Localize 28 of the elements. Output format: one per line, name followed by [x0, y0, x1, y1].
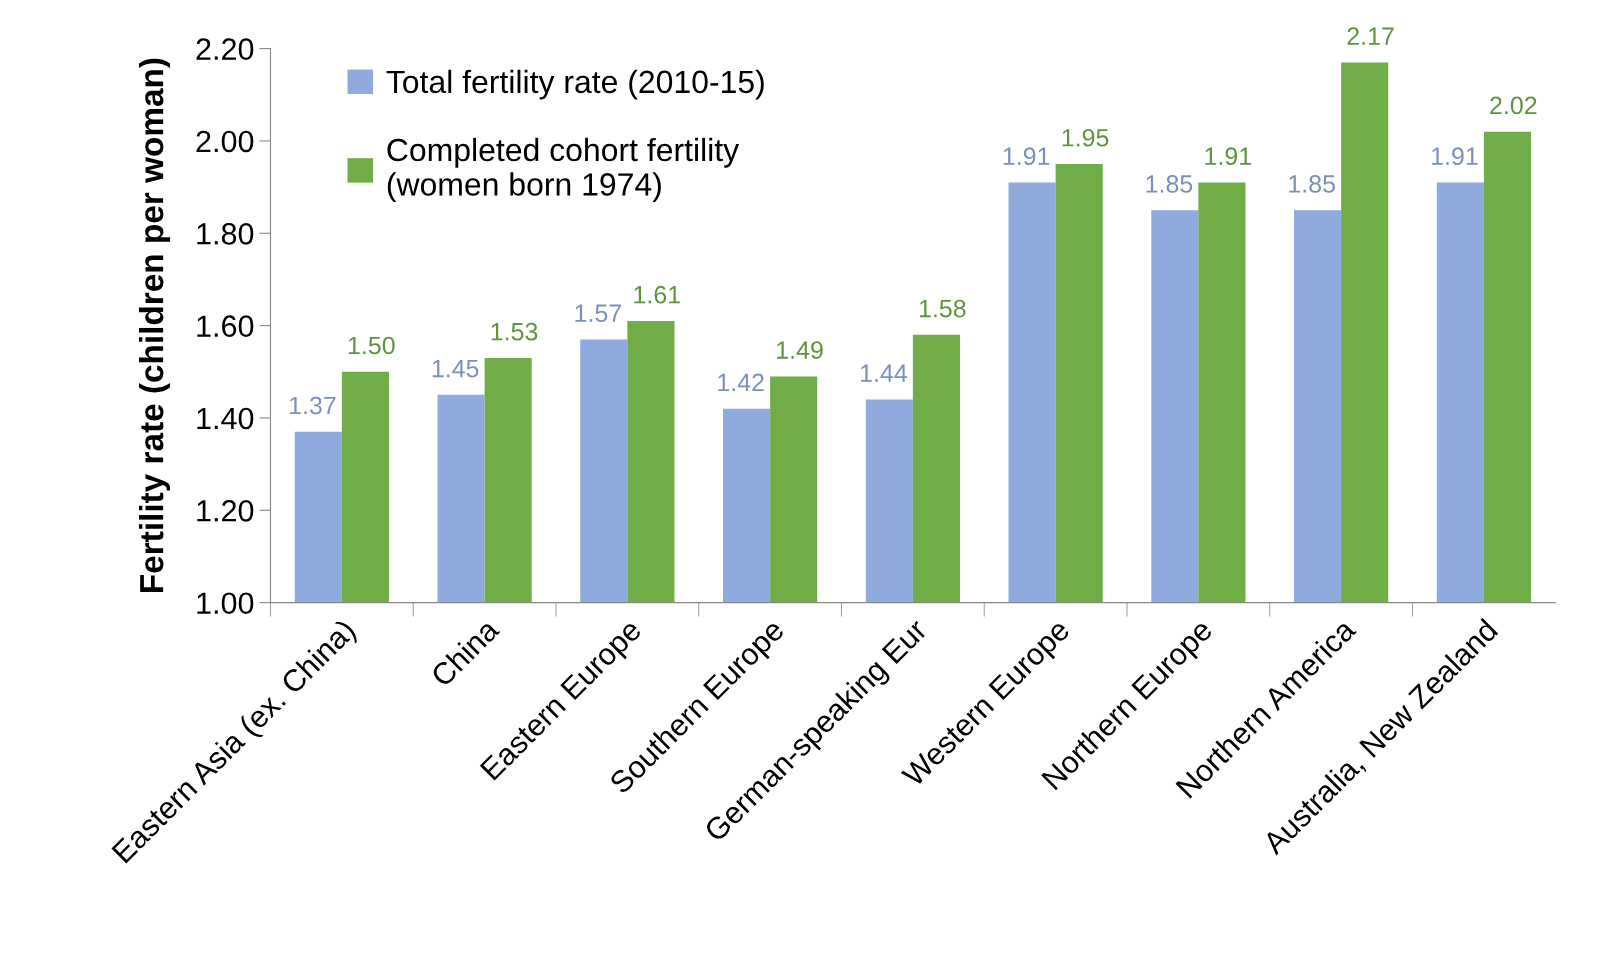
y-tick-label: 1.60 [197, 315, 254, 337]
data-label: 2.17 [1347, 27, 1394, 45]
data-label: 1.42 [718, 373, 764, 392]
legend-label: Total fertility rate (2010-15) [386, 69, 764, 100]
data-label: 1.91 [1205, 147, 1251, 166]
y-tick-label: 2.20 [196, 38, 254, 60]
y-tick-label: 1.80 [197, 223, 254, 245]
data-label: 1.91 [1432, 147, 1478, 166]
data-label: 1.45 [432, 359, 479, 378]
data-label: 1.37 [289, 396, 336, 415]
data-label: 1.49 [777, 341, 823, 359]
data-label: 1.85 [1146, 175, 1193, 193]
data-label: 1.95 [1062, 128, 1109, 147]
data-label: 1.85 [1289, 175, 1335, 193]
y-tick-label: 1.00 [197, 592, 254, 615]
data-label: 1.53 [491, 322, 538, 341]
data-label: 1.50 [348, 336, 395, 355]
legend-label: Completed cohort fertility (women born 1974) [387, 137, 740, 203]
data-label: 1.91 [1003, 147, 1050, 166]
data-label: 1.44 [861, 364, 908, 382]
data-label: 2.02 [1490, 96, 1537, 115]
y-tick-label: 1.20 [197, 500, 254, 522]
data-label: 1.57 [575, 304, 621, 323]
data-label: 1.61 [634, 285, 680, 304]
y-axis-title: Fertility rate (children per woman) [138, 58, 171, 592]
y-tick-label: 2.00 [196, 130, 254, 153]
data-label: 1.58 [919, 299, 966, 318]
y-tick-label: 1.40 [197, 407, 254, 430]
